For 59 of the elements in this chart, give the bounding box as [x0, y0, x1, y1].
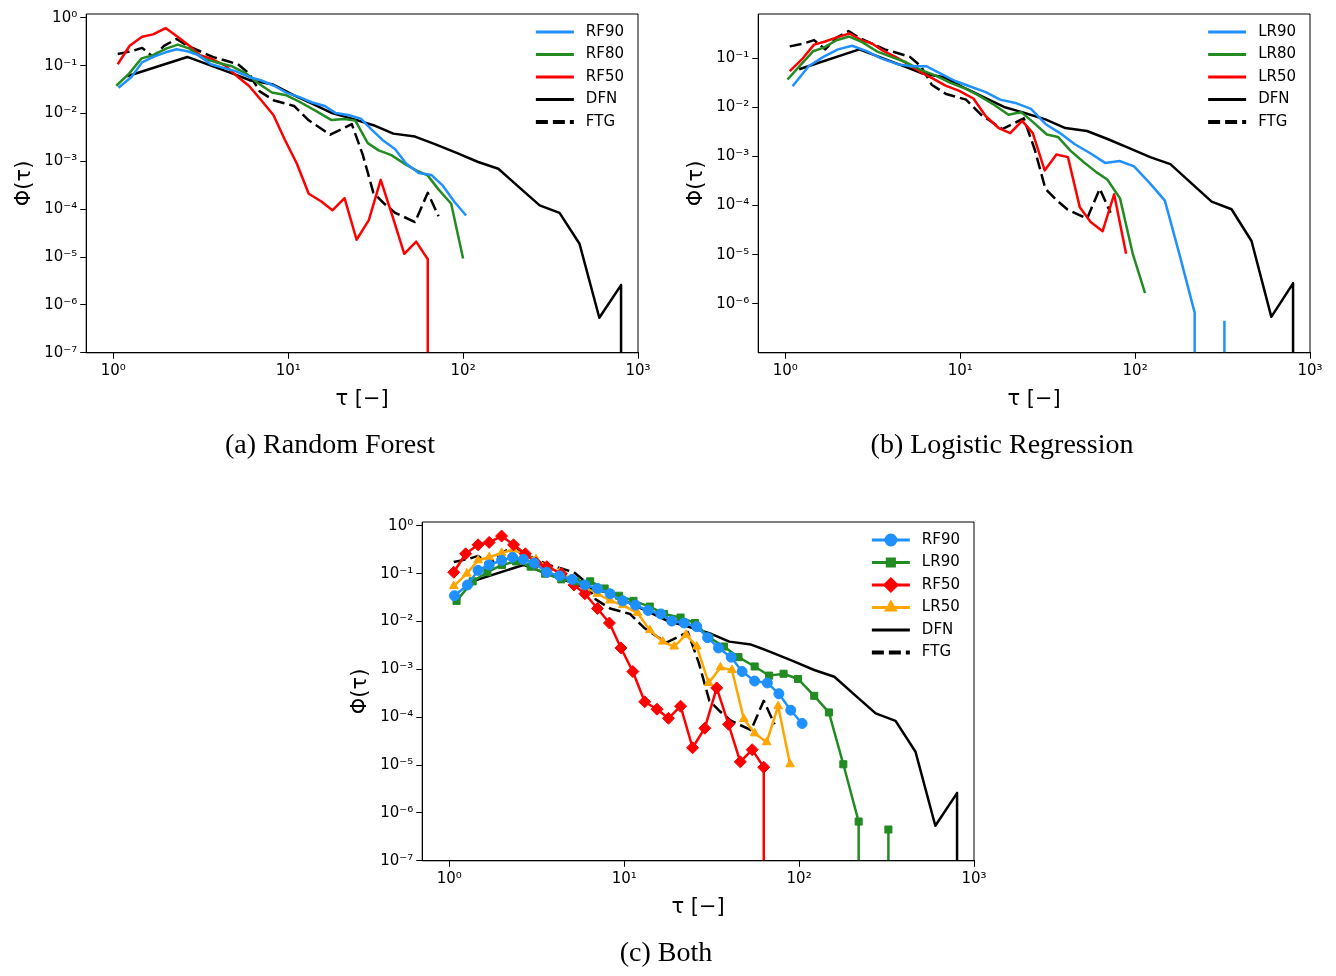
legend-label: RF80: [585, 44, 624, 63]
y-tick-label: 10⁻³: [380, 659, 414, 678]
x-axis-title: τ [−]: [1007, 385, 1061, 410]
y-tick-label: 10⁻¹: [716, 48, 750, 67]
y-tick-label: 10⁻¹: [380, 563, 414, 582]
y-tick-label: 10⁰: [388, 515, 414, 534]
legend-label: FTG: [921, 642, 952, 661]
x-tick-label: 10³: [1297, 360, 1323, 379]
y-tick-label: 10⁻¹: [44, 55, 78, 74]
legend-label: DFN: [1258, 89, 1290, 108]
y-tick-label: 10⁻³: [716, 146, 750, 165]
y-tick-label: 10⁻⁵: [44, 246, 78, 265]
legend-label: RF90: [585, 21, 624, 40]
x-tick-label: 10¹: [947, 360, 973, 379]
legend-label: LR90: [921, 552, 960, 571]
text: (c) Both: [618, 936, 714, 968]
y-tick-label: 10⁰: [52, 7, 78, 26]
y-tick-label: 10⁻⁶: [44, 294, 78, 313]
x-tick-label: 10³: [625, 360, 651, 379]
x-tick-label: 10²: [450, 360, 476, 379]
text: (b) Logistic Regression: [869, 428, 1135, 460]
x-tick-label: 10⁰: [772, 360, 798, 379]
y-tick-label: 10⁻⁴: [44, 199, 78, 218]
x-axis-title: τ [−]: [671, 893, 725, 918]
legend-label: LR90: [1258, 21, 1297, 40]
y-axis-title: Φ(τ): [347, 668, 372, 715]
y-tick-label: 10⁻⁶: [380, 802, 414, 821]
x-tick-label: 10³: [961, 868, 987, 887]
y-tick-label: 10⁻²: [44, 103, 78, 122]
y-tick-label: 10⁻²: [716, 97, 750, 116]
y-tick-label: 10⁻³: [44, 151, 78, 170]
legend-label: RF50: [585, 66, 624, 85]
legend-label: LR50: [1258, 66, 1297, 85]
y-axis-title: Φ(τ): [683, 160, 708, 207]
legend-label: LR50: [921, 597, 960, 616]
text: (a) Random Forest: [224, 428, 436, 460]
y-tick-label: 10⁻⁶: [716, 293, 750, 312]
y-tick-label: 10⁻⁷: [44, 342, 78, 361]
y-tick-label: 10⁻⁴: [716, 195, 750, 214]
x-tick-label: 10⁰: [100, 360, 126, 379]
x-tick-label: 10¹: [275, 360, 301, 379]
y-tick-label: 10⁻⁵: [716, 244, 750, 263]
x-axis-title: τ [−]: [335, 385, 389, 410]
legend-label: FTG: [1258, 111, 1288, 130]
y-tick-label: 10⁻⁴: [380, 707, 414, 726]
y-tick-label: 10⁻⁵: [380, 754, 414, 773]
legend-label: RF90: [921, 529, 960, 548]
x-tick-label: 10⁰: [436, 868, 462, 887]
x-tick-label: 10²: [1122, 360, 1148, 379]
legend-label: FTG: [585, 111, 616, 130]
y-tick-label: 10⁻⁷: [380, 850, 414, 869]
y-tick-label: 10⁻²: [380, 611, 414, 630]
y-axis-title: Φ(τ): [11, 160, 36, 207]
legend-label: RF50: [921, 574, 960, 593]
x-tick-label: 10¹: [611, 868, 637, 887]
legend-label: DFN: [585, 89, 618, 108]
x-tick-label: 10²: [786, 868, 812, 887]
legend-label: LR80: [1258, 44, 1297, 63]
legend-label: DFN: [921, 619, 954, 638]
